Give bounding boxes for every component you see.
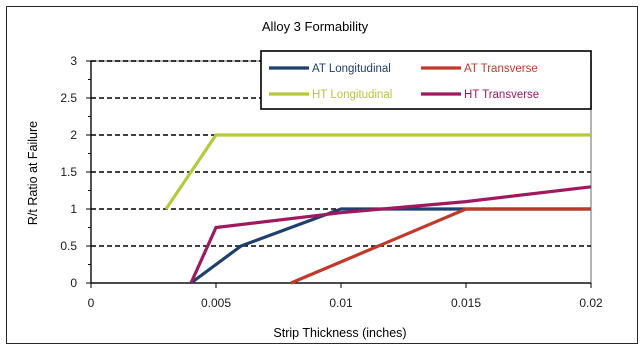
series-line-ht-longitudinal <box>164 133 591 210</box>
legend: AT Longitudinal AT Transverse HT Longitudi… <box>260 50 592 110</box>
x-tick-label: 0.01 <box>329 296 353 310</box>
x-tick-label: 0 <box>88 296 95 310</box>
y-tick-label: 0.5 <box>60 239 77 253</box>
x-tick-label: 0.005 <box>201 296 231 310</box>
y-tick-label: 3 <box>70 54 77 68</box>
chart-svg: Alloy 3 Formability Strip Thickness (inc… <box>26 19 603 340</box>
y-tick-label: 1 <box>70 202 77 216</box>
y-tick-label: 2 <box>70 128 77 142</box>
chart-frame: Alloy 3 Formability Strip Thickness (inc… <box>6 6 638 344</box>
series-line-at-transverse <box>290 207 591 285</box>
legend-label: HT Longitudinal <box>312 89 392 101</box>
x-axis-title: Strip Thickness (inches) <box>273 326 406 340</box>
x-tick-label: 0.02 <box>579 296 603 310</box>
legend-label: AT Transverse <box>464 63 538 75</box>
y-tick-label: 0 <box>70 276 77 290</box>
y-tick-label: 1.5 <box>60 165 77 179</box>
series-line-ht-transverse <box>189 185 592 284</box>
y-tick-label: 2.5 <box>60 91 77 105</box>
chart-title: Alloy 3 Formability <box>262 19 369 34</box>
legend-label: AT Longitudinal <box>312 63 391 75</box>
y-axis-title: R/t Ratio at Failure <box>26 121 40 225</box>
legend-label: HT Transverse <box>464 89 539 101</box>
legend-box <box>260 50 592 110</box>
x-tick-label: 0.015 <box>451 296 481 310</box>
